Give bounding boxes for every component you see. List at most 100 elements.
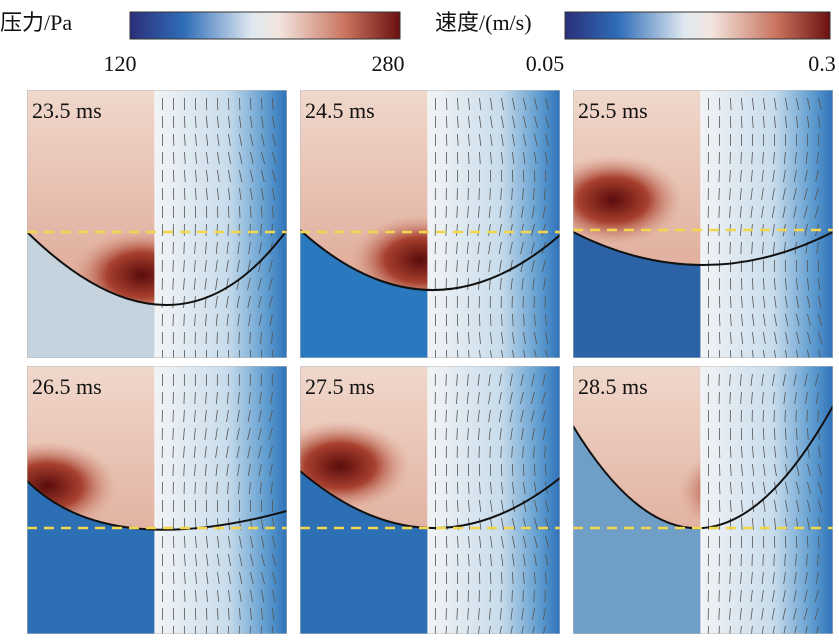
- flow-arrow: [258, 295, 262, 309]
- flow-arrow: [771, 607, 775, 621]
- flow-arrow: [468, 133, 470, 147]
- flow-arrow: [818, 535, 820, 549]
- flow-arrow: [807, 295, 811, 309]
- flow-arrow: [206, 607, 208, 621]
- flow-arrow: [184, 187, 186, 201]
- flow-arrow: [512, 151, 515, 165]
- flow-arrow: [772, 241, 775, 255]
- flow-arrow: [796, 295, 800, 309]
- flow-arrow: [522, 589, 524, 603]
- flow-arrow: [752, 97, 755, 111]
- flow-arrow: [741, 97, 743, 111]
- flow-arrow: [510, 205, 513, 219]
- flow-arrow: [183, 463, 185, 477]
- flow-arrow: [545, 349, 549, 358]
- flow-arrow: [215, 277, 218, 291]
- flow-arrow: [807, 463, 811, 477]
- flow-arrow: [774, 499, 777, 513]
- flow-arrow: [446, 535, 448, 549]
- flow-arrow: [719, 463, 721, 477]
- flow-arrow: [751, 391, 753, 405]
- flow-arrow: [761, 589, 764, 603]
- flow-arrow: [477, 259, 480, 273]
- flow-arrow: [520, 391, 524, 405]
- flow-arrow: [228, 169, 231, 183]
- flow-arrow: [807, 331, 811, 345]
- flow-arrow: [259, 481, 262, 495]
- flow-arrow: [226, 391, 229, 405]
- flow-arrow: [761, 205, 764, 219]
- flow-arrow: [520, 223, 524, 237]
- flow-arrow: [258, 313, 262, 327]
- flow-arrow: [541, 259, 546, 273]
- flow-arrow: [522, 187, 524, 201]
- flow-arrow: [774, 97, 777, 111]
- flow-arrow: [272, 571, 277, 585]
- flow-arrow: [763, 313, 766, 327]
- flow-arrow: [215, 259, 218, 273]
- flow-arrow: [805, 391, 808, 405]
- flow-arrow: [512, 115, 516, 129]
- flow-arrow: [774, 427, 776, 441]
- flow-arrow: [205, 241, 207, 255]
- flow-arrow: [785, 349, 788, 358]
- flow-arrow: [752, 481, 755, 495]
- flow-arrow: [269, 313, 273, 327]
- flow-arrow: [501, 115, 505, 129]
- flow-arrow: [774, 349, 776, 358]
- flow-arrow: [783, 151, 786, 165]
- flow-arrow: [718, 589, 720, 603]
- flow-arrow: [794, 571, 797, 585]
- flow-arrow: [509, 409, 513, 423]
- flow-arrow: [272, 349, 274, 358]
- flow-arrow: [807, 115, 810, 129]
- flow-arrow: [796, 481, 800, 495]
- panel-time: 26.5 ms: [32, 374, 102, 399]
- flow-arrow: [510, 625, 513, 634]
- flow-arrow: [501, 151, 504, 165]
- flow-arrow: [204, 259, 207, 273]
- flow-arrow: [512, 97, 516, 111]
- flow-arrow: [250, 205, 252, 219]
- flow-arrow: [774, 463, 777, 477]
- flow-arrow: [772, 391, 775, 405]
- flow-arrow: [763, 427, 765, 441]
- flow-arrow: [784, 553, 786, 567]
- flow-arrow: [761, 391, 764, 405]
- flow-arrow: [741, 517, 743, 531]
- flow-arrow: [466, 409, 469, 423]
- flow-arrow: [500, 445, 502, 459]
- flow-arrow: [456, 223, 458, 237]
- flow-arrow: [238, 223, 240, 237]
- flow-arrow: [228, 205, 230, 219]
- flow-arrow: [456, 391, 458, 405]
- flow-arrow: [237, 463, 240, 477]
- flow-arrow: [261, 115, 264, 129]
- flow-arrow: [173, 169, 175, 183]
- flow-arrow: [740, 625, 742, 634]
- flow-arrow: [206, 589, 208, 603]
- flow-arrow: [807, 481, 812, 495]
- flow-arrow: [718, 607, 720, 621]
- flow-arrow: [803, 205, 808, 219]
- flow-arrow: [534, 535, 538, 549]
- flow-arrow: [270, 481, 273, 495]
- flow-arrow: [794, 151, 797, 165]
- flow-arrow: [215, 313, 218, 327]
- flow-arrow: [534, 151, 537, 165]
- flow-arrow: [543, 277, 546, 291]
- flow-arrow: [730, 445, 732, 459]
- flow-arrow: [261, 571, 265, 585]
- flow-arrow: [479, 97, 482, 111]
- flow-arrow: [761, 373, 764, 387]
- flow-arrow: [814, 187, 819, 201]
- flow-arrow: [510, 277, 513, 291]
- flow-arrow: [250, 187, 253, 201]
- flow-arrow: [545, 517, 550, 531]
- flow-arrow: [239, 97, 241, 111]
- flow-arrow: [488, 409, 491, 423]
- flow-arrow: [206, 151, 209, 165]
- flow-arrow: [268, 259, 273, 273]
- flow-arrow: [531, 259, 535, 273]
- flow-arrow: [793, 205, 797, 219]
